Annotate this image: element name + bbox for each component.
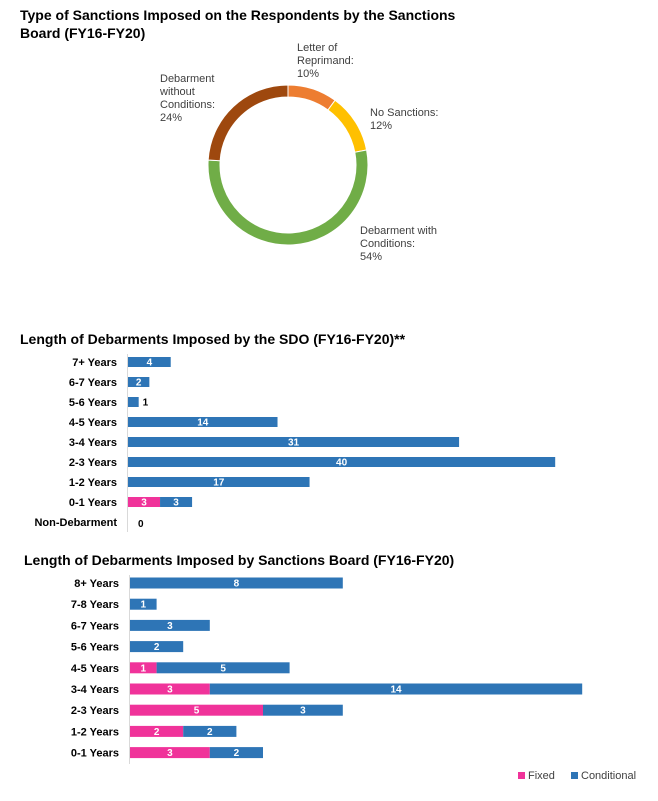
donut-label-3-line-1: Debarment with [360, 225, 437, 237]
donut-label-3-line-2: Conditions: [360, 238, 415, 250]
donut-label-3-line-3: 54% [360, 251, 382, 263]
sb-bar-value: 2 [154, 727, 160, 738]
sb-bar-value: 3 [167, 748, 173, 759]
sb-category-label: 3-4 Years [71, 684, 119, 696]
sb-category-label: 7-8 Years [71, 599, 119, 611]
sdo-category-label: 5-6 Years [69, 397, 117, 409]
sb-category-label: 1-2 Years [71, 726, 119, 738]
sdo-bar-value: 4 [147, 358, 153, 369]
sdo-bar-conditional [128, 457, 556, 467]
sdo-category-label: 6-7 Years [69, 377, 117, 389]
sb-bar-value: 5 [194, 706, 200, 717]
sdo-category-label: 1-2 Years [69, 477, 117, 489]
donut-label-4-line-2: without [159, 86, 195, 98]
legend-conditional-label: Conditional [581, 770, 636, 782]
sdo-bar-value: 0 [138, 519, 144, 530]
legend-conditional-swatch [571, 772, 578, 779]
sb-bar-value: 8 [234, 579, 240, 590]
donut-chart-section: Type of Sanctions Imposed on the Respond… [20, 7, 456, 263]
sb-bar-conditional [130, 641, 184, 653]
sb-bar-conditional [130, 577, 343, 589]
sb-category-label: 0-1 Years [71, 748, 119, 760]
sdo-bar-value: 3 [141, 498, 147, 509]
sb-chart-title: Length of Debarments Imposed by Sanction… [24, 552, 454, 568]
sb-category-label: 5-6 Years [71, 642, 119, 654]
sdo-bar-fixed [128, 497, 161, 507]
sdo-bar-conditional [128, 477, 310, 487]
sdo-bar-value: 3 [173, 498, 179, 509]
donut-label-1-line-1: Letter of [297, 42, 338, 54]
legend-fixed-swatch [518, 772, 525, 779]
sdo-bar-conditional [128, 417, 278, 427]
donut-label-2-line-2: 12% [370, 120, 392, 132]
donut-chart-title-line2: Board (FY16-FY20) [20, 25, 145, 41]
donut-slice-3 [207, 149, 369, 246]
sb-category-label: 6-7 Years [71, 620, 119, 632]
sb-bar-conditional [130, 619, 210, 631]
sb-bar-conditional [156, 662, 290, 674]
sb-bar-fixed [130, 747, 210, 759]
sdo-bar-conditional [128, 437, 460, 447]
sdo-bar-value: 14 [197, 418, 209, 429]
sb-bar-fixed [130, 704, 263, 716]
sb-bar-value: 3 [167, 621, 173, 632]
sdo-category-label: 3-4 Years [69, 437, 117, 449]
sb-bar-value: 3 [167, 685, 173, 696]
sdo-bar-conditional [128, 357, 171, 367]
sb-bar-conditional [130, 598, 157, 610]
sb-bar-value: 1 [141, 663, 147, 674]
sdo-bar-value: 2 [136, 378, 142, 389]
sb-bar-value: 2 [234, 748, 240, 759]
sdo-chart-title: Length of Debarments Imposed by the SDO … [20, 331, 406, 347]
sb-bar-value: 1 [141, 600, 147, 611]
sdo-category-label: Non-Debarment [34, 517, 117, 529]
sdo-bar-value: 1 [143, 398, 149, 409]
donut-label-1-line-3: 10% [297, 68, 319, 80]
sb-category-label: 4-5 Years [71, 663, 119, 675]
legend: Fixed Conditional [518, 770, 636, 782]
donut-slice-2 [327, 99, 368, 153]
sb-bar-chart: Length of Debarments Imposed by Sanction… [24, 552, 583, 764]
sdo-bar-conditional [160, 497, 193, 507]
sdo-bar-chart: Length of Debarments Imposed by the SDO … [20, 331, 556, 532]
sb-bar-conditional [209, 683, 583, 695]
sb-bar-value: 5 [220, 663, 226, 674]
sb-bar-conditional [183, 725, 237, 737]
donut-label-4-line-1: Debarment [160, 73, 214, 85]
donut-slice-4 [207, 84, 289, 162]
sb-bar-fixed [130, 662, 157, 674]
sdo-bar-value: 40 [336, 458, 348, 469]
sdo-category-label: 7+ Years [72, 357, 117, 369]
sdo-bar-value: 17 [213, 478, 225, 489]
sb-category-label: 2-3 Years [71, 705, 119, 717]
donut-label-2-line-1: No Sanctions: [370, 107, 438, 119]
sb-bar-value: 14 [390, 685, 402, 696]
sb-bar-fixed [130, 683, 210, 695]
sb-bar-conditional [263, 704, 343, 716]
sb-bar-value: 3 [300, 706, 306, 717]
donut-chart-title-line1: Type of Sanctions Imposed on the Respond… [20, 7, 456, 23]
sb-category-label: 8+ Years [74, 578, 119, 590]
sb-bar-fixed [130, 725, 184, 737]
sb-bar-conditional [209, 747, 263, 759]
sdo-category-label: 2-3 Years [69, 457, 117, 469]
sdo-bar-value: 31 [288, 438, 300, 449]
donut-label-1-line-2: Reprimand: [297, 55, 354, 67]
sdo-bar-conditional [128, 377, 150, 387]
donut-slice-1 [287, 84, 336, 111]
donut-label-4-line-3: Conditions: [160, 99, 215, 111]
sdo-category-label: 4-5 Years [69, 417, 117, 429]
sb-bar-value: 2 [154, 642, 160, 653]
sdo-bar-conditional [128, 397, 139, 407]
legend-fixed-label: Fixed [528, 770, 555, 782]
sb-bar-value: 2 [207, 727, 213, 738]
sdo-category-label: 0-1 Years [69, 497, 117, 509]
donut-label-4-line-4: 24% [160, 112, 182, 124]
